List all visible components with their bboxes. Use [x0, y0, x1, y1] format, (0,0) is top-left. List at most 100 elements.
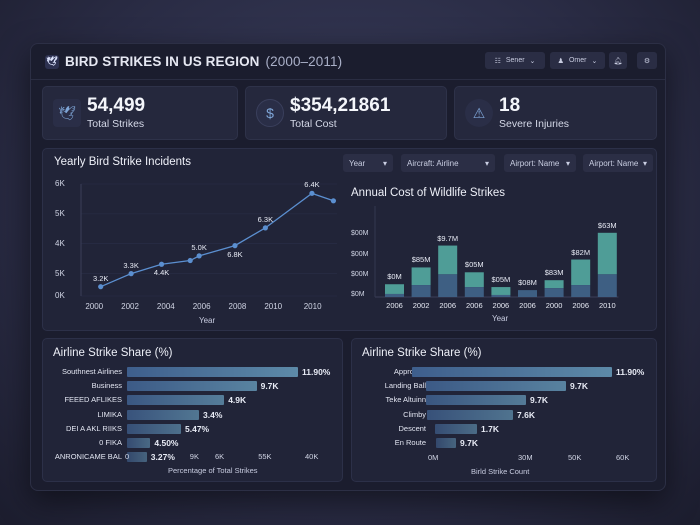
- filter-label: Airport: Name: [510, 158, 560, 168]
- data-point: [262, 225, 268, 231]
- y-tick-label: $00M: [351, 250, 369, 258]
- x-tick-label: 2010: [598, 301, 616, 310]
- phase-bar-chart: Approach 11.90% Landing Ball 9.7K Teke Altui…: [31, 44, 665, 490]
- kpi-value: 18: [499, 95, 521, 116]
- data-label: $83M: [544, 268, 564, 278]
- bar-segment-top: [544, 280, 564, 289]
- x-tick-label: 2002: [121, 302, 139, 311]
- x-axis-label: Year: [199, 316, 216, 325]
- value-label: 11.90%: [302, 367, 331, 377]
- chevron-down-icon: ⌄: [529, 57, 536, 65]
- x-tick-label: 2006: [492, 301, 510, 310]
- x-tick-label: 50K: [568, 453, 582, 462]
- filter-aircraft[interactable]: Aircraft: Airline ▾: [401, 154, 495, 172]
- charts-panel: Yearly Bird Strike Incidents Year ▾ Aircr…: [42, 148, 657, 331]
- category-label: En Route: [394, 438, 426, 447]
- x-tick-label: 2010: [264, 302, 283, 311]
- x-tick-label: 40K: [305, 452, 319, 461]
- filter-label: Aircraft: Airline: [407, 158, 459, 168]
- other-menu-button[interactable]: ♟ Omer ⌄: [550, 52, 605, 69]
- x-tick-label: 2006: [386, 301, 403, 310]
- bar-segment-top: [438, 245, 458, 275]
- dollar-icon: $: [256, 99, 284, 127]
- x-tick-label: 2006: [465, 301, 483, 310]
- data-label: $82M: [571, 247, 591, 257]
- bar-segment-bottom: [464, 287, 484, 297]
- x-axis-label: Birld Strike Count: [471, 467, 530, 476]
- data-point: [232, 243, 238, 249]
- data-label: $0M: [387, 272, 402, 282]
- data-point: [330, 198, 337, 204]
- notifications-button[interactable]: 🔔︎: [609, 52, 627, 69]
- x-tick-label: 60K: [616, 453, 630, 462]
- value-label: 4.9K: [228, 395, 247, 406]
- x-tick-label: 0M: [428, 453, 439, 462]
- data-label: 5.0K: [191, 242, 207, 252]
- bar-chart-plot: [374, 206, 619, 298]
- bar-segment-bottom: [571, 285, 591, 297]
- data-label: $85M: [411, 255, 431, 265]
- x-tick-label: 2006: [572, 301, 590, 310]
- value-label: 11.90%: [616, 367, 645, 377]
- x-tick-label: 2002: [412, 301, 430, 310]
- line-chart: 3.2K 3.3K 4.4K 5.0K 6.8K 6.3K 6.4K 0K 5K 4K 5K 6K 20…: [31, 44, 665, 490]
- x-tick-label: 2004: [156, 302, 175, 311]
- category-label: DEI A AKL RIIKS: [65, 423, 122, 433]
- data-label: 6.4K: [304, 180, 320, 190]
- data-point: [187, 257, 193, 264]
- bar: [127, 395, 225, 406]
- chevron-down-icon: ▾: [382, 158, 387, 168]
- bar-segment-bottom: [411, 285, 431, 297]
- filter-airport[interactable]: Airport: Name ▾: [504, 154, 576, 172]
- x-tick-label: 0: [125, 452, 130, 461]
- kpi-severe-injuries: ⚠ 18 Severe Injuries: [454, 86, 657, 140]
- y-tick-label: $00M: [351, 230, 369, 238]
- data-point: [98, 284, 104, 290]
- data-label: 3.3K: [123, 260, 139, 270]
- value-label: 5.47%: [185, 423, 210, 434]
- category-label: Climby: [403, 409, 426, 419]
- bar: [427, 409, 513, 420]
- bar-segment-top: [491, 287, 511, 295]
- category-label: Descent: [398, 423, 426, 433]
- y-tick-label: $00M: [351, 270, 369, 278]
- bar: [127, 438, 151, 448]
- y-tick-label: 5K: [55, 268, 65, 278]
- bar: [426, 381, 566, 392]
- user-menu-button[interactable]: ☷ Sener ⌄: [485, 52, 545, 69]
- data-label: $9.7M: [437, 233, 459, 243]
- bar: [435, 423, 477, 434]
- bar-segment-bottom: [518, 290, 537, 297]
- data-label: $05M: [491, 275, 511, 285]
- bar: [127, 452, 147, 463]
- user-group-icon: ☷: [494, 57, 501, 65]
- bar: [127, 381, 257, 392]
- data-point: [128, 271, 134, 277]
- kpi-label: Severe Injuries: [499, 118, 570, 130]
- x-tick-label: 2006: [192, 302, 211, 311]
- settings-button[interactable]: ⚙: [637, 52, 657, 69]
- header-divider: [31, 79, 665, 80]
- settings-icon: ⚙: [643, 57, 651, 65]
- filter-airport-2[interactable]: Airport: Name ▾: [583, 154, 653, 172]
- line-chart-plot: [80, 183, 337, 297]
- chevron-down-icon: ▾: [642, 158, 647, 168]
- bar-segment-top: [464, 272, 484, 288]
- filter-label: Airport: Name: [589, 158, 639, 168]
- data-point: [158, 261, 165, 267]
- x-tick-label: 2000: [85, 302, 104, 311]
- cost-bar-chart: $0M $00M $00M $00M $0M 2006 $85M 2002 $9.7M 2006 $…: [31, 44, 665, 490]
- x-tick-label: 2006: [439, 301, 457, 310]
- category-label: FEEED AFLIKES: [64, 395, 122, 405]
- bar-chart-title: Annual Cost of Wildlife Strikes: [351, 187, 506, 199]
- chevron-down-icon: ▾: [484, 158, 489, 168]
- chevron-down-icon: ▾: [565, 158, 570, 168]
- y-tick-label: 4K: [55, 238, 65, 248]
- value-label: 9.7K: [570, 381, 588, 392]
- category-label: LIMIKA: [97, 409, 122, 419]
- x-tick-label: 2010: [303, 302, 322, 311]
- bar-segment-bottom: [544, 288, 564, 297]
- filter-year[interactable]: Year ▾: [343, 154, 393, 172]
- x-axis-label: Percentage of Total Strikes: [168, 466, 258, 475]
- y-tick-label: 0K: [55, 291, 65, 300]
